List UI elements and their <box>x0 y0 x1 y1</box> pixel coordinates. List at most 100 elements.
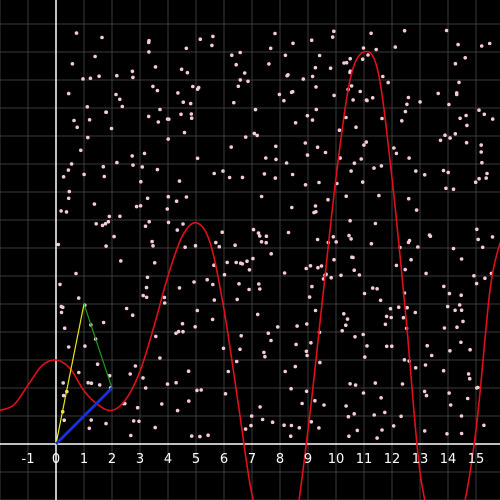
scatter-point <box>328 66 333 70</box>
scatter-point <box>394 151 399 156</box>
scatter-point <box>373 221 378 226</box>
scatter-point <box>147 50 151 54</box>
scatter-point <box>314 85 318 89</box>
scatter-point <box>447 102 451 107</box>
scatter-point <box>183 245 187 249</box>
scatter-point <box>133 364 138 368</box>
scatter-point <box>348 56 353 61</box>
scatter-point <box>378 298 383 303</box>
scatter-point <box>238 78 243 82</box>
scatter-point <box>459 340 463 345</box>
scatter-point <box>402 358 407 362</box>
scatter-point <box>314 107 319 112</box>
scatter-point <box>165 207 170 211</box>
scatter-point <box>258 287 262 291</box>
scatter-point <box>106 219 111 224</box>
scatter-point <box>319 264 324 268</box>
scatter-point <box>342 312 346 316</box>
scatter-point <box>309 38 314 42</box>
scatter-point <box>61 305 65 310</box>
scatter-point <box>81 77 85 81</box>
scatter-point <box>487 41 492 46</box>
scatter-point <box>151 84 155 89</box>
scatter-point <box>210 43 214 48</box>
scatter-point <box>313 65 318 70</box>
scatter-point <box>453 308 457 313</box>
scatter-point <box>92 202 97 206</box>
scatter-point <box>74 271 78 276</box>
scatter-point <box>361 332 366 337</box>
scatter-point <box>459 257 464 261</box>
scatter-point <box>234 62 238 67</box>
scatter-point <box>70 62 75 66</box>
scatter-point <box>66 91 71 96</box>
scatter-point <box>344 60 349 65</box>
scatter-point <box>413 366 418 370</box>
scatter-point <box>400 119 404 123</box>
scatter-point <box>118 97 122 102</box>
scatter-point <box>131 163 135 167</box>
scatter-point <box>150 239 154 244</box>
scatter-point <box>252 131 257 136</box>
scatter-point <box>283 369 288 374</box>
scatter-point <box>118 214 122 219</box>
scatter-point <box>182 130 187 135</box>
scatter-point <box>174 380 178 385</box>
scatter-point <box>233 243 237 247</box>
scatter-point <box>238 50 242 55</box>
scatter-point <box>459 431 464 436</box>
scatter-point <box>429 353 434 358</box>
scatter-point <box>482 112 487 117</box>
scatter-point <box>351 98 355 102</box>
scatter-point <box>195 156 200 161</box>
x-tick-label: 14 <box>440 452 457 467</box>
scatter-point <box>416 245 420 249</box>
scatter-point <box>304 389 309 394</box>
scatter-point <box>289 386 293 391</box>
scatter-point <box>59 310 64 315</box>
scatter-point <box>188 101 193 106</box>
scatter-point <box>339 273 343 278</box>
scatter-point <box>274 157 278 162</box>
scatter-point <box>418 100 422 104</box>
scatter-point <box>198 37 203 41</box>
scatter-point <box>318 360 322 365</box>
scatter-point <box>380 428 384 432</box>
scatter-point <box>370 96 375 100</box>
scatter-point <box>230 53 234 57</box>
scatter-point <box>255 312 260 317</box>
scatter-point <box>147 38 151 43</box>
scatter-point <box>308 264 313 268</box>
scatter-point <box>147 219 151 224</box>
scatter-point <box>177 286 182 290</box>
scatter-point <box>62 326 67 331</box>
scatter-point <box>307 295 312 299</box>
scatter-point <box>256 231 261 235</box>
scatter-point <box>267 62 271 66</box>
scatter-point <box>277 92 282 97</box>
x-tick-label: -1 <box>22 452 35 467</box>
scatter-point <box>362 143 366 147</box>
scatter-point <box>413 310 418 315</box>
scatter-point <box>176 329 181 334</box>
scatter-point <box>317 53 322 58</box>
scatter-point <box>193 325 197 329</box>
scatter-point <box>262 172 267 176</box>
scatter-point <box>482 423 486 428</box>
scatter-point <box>212 298 217 302</box>
scatter-point <box>332 29 336 34</box>
scatter-point <box>143 224 148 228</box>
scatter-point <box>227 175 232 180</box>
scatter-point <box>451 187 456 191</box>
scatter-point <box>124 306 129 311</box>
scatter-point <box>104 244 108 248</box>
scatter-point <box>330 35 335 39</box>
scatter-point <box>97 383 102 387</box>
scatter-point <box>176 91 180 95</box>
scatter-point <box>75 125 79 130</box>
scatter-point <box>344 404 348 408</box>
scatter-point <box>354 125 358 129</box>
scatter-point <box>391 424 396 428</box>
